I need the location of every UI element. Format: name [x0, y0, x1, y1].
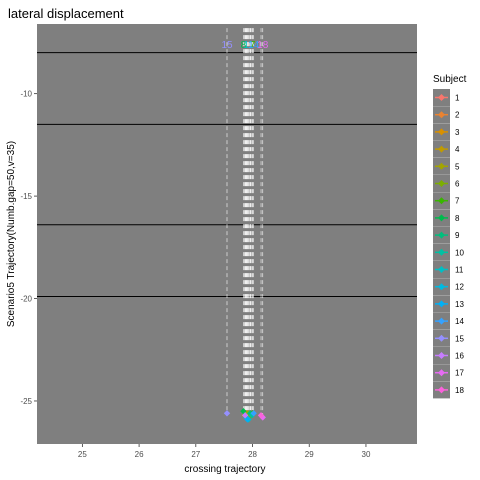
- y-tick-label: -10: [20, 90, 32, 99]
- x-tick-label: 26: [135, 450, 144, 459]
- y-tick-label: -20: [20, 295, 32, 304]
- legend-label: 6: [455, 180, 460, 189]
- legend-label: 12: [455, 283, 464, 292]
- legend-label: 9: [455, 231, 460, 240]
- end-point: [244, 416, 251, 423]
- legend-label: 14: [455, 317, 464, 326]
- legend-label: 8: [455, 214, 460, 223]
- end-point: [223, 410, 231, 417]
- legend-label: 5: [455, 162, 460, 171]
- x-axis-title: crossing trajectory: [184, 464, 265, 475]
- legend-label: 2: [455, 111, 460, 120]
- legend-label: 11: [455, 266, 464, 275]
- legend-label: 7: [455, 197, 460, 206]
- x-tick-label: 27: [191, 450, 200, 459]
- chart-title: lateral displacement: [8, 6, 124, 21]
- legend-label: 3: [455, 128, 460, 137]
- legend-label: 4: [455, 145, 460, 154]
- end-point: [257, 412, 265, 419]
- top-label: 14: [248, 40, 260, 51]
- x-tick-label: 28: [248, 450, 257, 459]
- legend-label: 15: [455, 334, 464, 343]
- x-tick-label: 29: [305, 450, 314, 459]
- top-label: 18: [257, 40, 269, 51]
- y-axis-title: Scenario5 Trajectory(Numb.gap=50,v=35): [6, 141, 17, 327]
- x-axis: 25 26 27 28 29 30: [78, 444, 371, 459]
- top-label: 7: [250, 40, 256, 51]
- legend-label: 1: [455, 94, 460, 103]
- legend-label: 16: [455, 352, 464, 361]
- legend-label: 10: [455, 248, 464, 257]
- legend-label: 17: [455, 369, 464, 378]
- x-tick-label: 25: [78, 450, 87, 459]
- y-tick-label: -15: [20, 192, 32, 201]
- y-tick-label: -25: [20, 397, 32, 406]
- top-label: 15: [221, 40, 233, 51]
- top-label: 11: [243, 40, 254, 51]
- y-axis: -10 -15 -20 -25: [20, 90, 37, 406]
- trajectory-lines: [226, 28, 264, 420]
- legend-title: Subject: [433, 74, 467, 85]
- legend-label: 18: [455, 386, 464, 395]
- end-point: [250, 410, 257, 417]
- top-label: 8: [241, 40, 247, 51]
- legend-label: 13: [455, 300, 464, 309]
- x-tick-label: 30: [362, 450, 371, 459]
- end-point: [241, 412, 249, 419]
- end-points: [223, 408, 266, 423]
